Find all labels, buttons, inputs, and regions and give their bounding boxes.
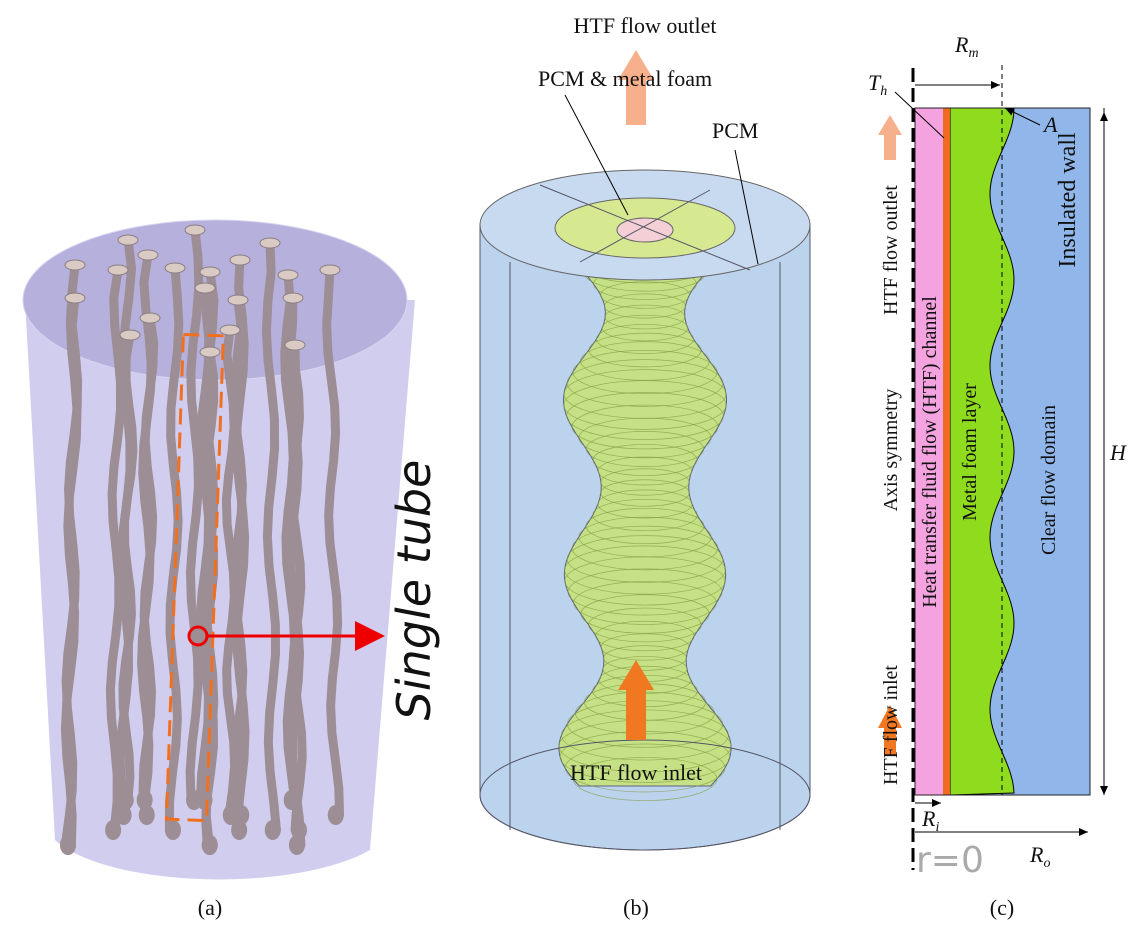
tube-cap xyxy=(118,235,138,245)
tube-cap xyxy=(185,225,205,235)
inlet-label: HTF flow inlet xyxy=(570,760,702,785)
wall-label: Insulated wall xyxy=(1055,132,1081,268)
tube-cap xyxy=(108,265,128,275)
callout: PCM & metal foam xyxy=(538,66,712,91)
tube-foot xyxy=(60,835,76,855)
symbol: Ri xyxy=(921,806,939,835)
tube-foot xyxy=(139,805,155,825)
tube-foot xyxy=(202,835,218,855)
tube-cap xyxy=(260,238,280,248)
clear-label: Clear flow domain xyxy=(1038,405,1060,555)
symbol-base: R xyxy=(1029,842,1044,867)
symbol-sub: o xyxy=(1043,856,1050,871)
tube-cap xyxy=(228,295,248,305)
symbol-sub: m xyxy=(968,46,978,61)
tube-cap xyxy=(283,293,303,303)
tube-cap xyxy=(220,325,240,335)
tube-cap xyxy=(65,293,85,303)
tube-cap xyxy=(200,347,220,357)
symbol: Th xyxy=(868,70,887,99)
tube-cap xyxy=(65,260,85,270)
panel-label: (b) xyxy=(623,895,649,920)
annotation: Single tube xyxy=(387,460,441,721)
tube-cap xyxy=(285,340,305,350)
tube-cap xyxy=(200,267,220,277)
tube-cap xyxy=(138,250,158,260)
symbol: Ro xyxy=(1029,842,1050,871)
tube-foot xyxy=(118,790,134,810)
tube xyxy=(206,352,214,845)
symbol-base: R xyxy=(954,32,969,57)
origin: r=0 xyxy=(916,840,984,881)
cylinder-body xyxy=(25,300,415,879)
panel-b: HTF flow outlet PCM & metal foam PCM HTF… xyxy=(480,13,810,920)
tube-foot xyxy=(223,805,239,825)
tube-cap xyxy=(320,265,340,275)
tube-foot xyxy=(105,820,121,840)
inlet-label: HTF flow inlet xyxy=(880,665,902,785)
tube-cap xyxy=(230,255,250,265)
tube-cap xyxy=(278,270,298,280)
axis-label: Axis symmetry xyxy=(880,389,902,512)
outlet-label: HTF flow outlet xyxy=(880,185,902,315)
tube-cap xyxy=(120,330,140,340)
symbol-sub: h xyxy=(880,84,887,99)
foam-label: Metal foam layer xyxy=(959,383,981,521)
symbol: Rm xyxy=(954,32,979,61)
callout: PCM xyxy=(712,118,758,143)
symbol-sub: i xyxy=(935,820,939,835)
panel-label: (a) xyxy=(198,895,222,920)
htf-top xyxy=(617,218,673,242)
tube-foot xyxy=(328,805,344,825)
tube-foot xyxy=(291,820,307,840)
symbol-base: R xyxy=(921,806,936,831)
tube-cap xyxy=(140,313,160,323)
figure: Single tube (a) HTF flow outlet PCM & me… xyxy=(0,0,1142,934)
channel-label: Heat transfer fluid flow (HTF) channel xyxy=(919,296,941,608)
outlet-label: HTF flow outlet xyxy=(574,13,717,38)
outlet-arrow xyxy=(878,115,902,160)
symbol: H xyxy=(1109,440,1127,465)
tube-foot xyxy=(265,820,281,840)
panel-a: Single tube (a) xyxy=(23,220,441,920)
panel-c: Rm Th A H Ri Ro r=0 HTF flow outlet Axis… xyxy=(868,32,1127,920)
tube-cap xyxy=(165,263,185,273)
tube-wall xyxy=(943,108,950,795)
tube-cap xyxy=(195,283,215,293)
panel-label: (c) xyxy=(990,895,1014,920)
tube-foot xyxy=(165,820,181,840)
